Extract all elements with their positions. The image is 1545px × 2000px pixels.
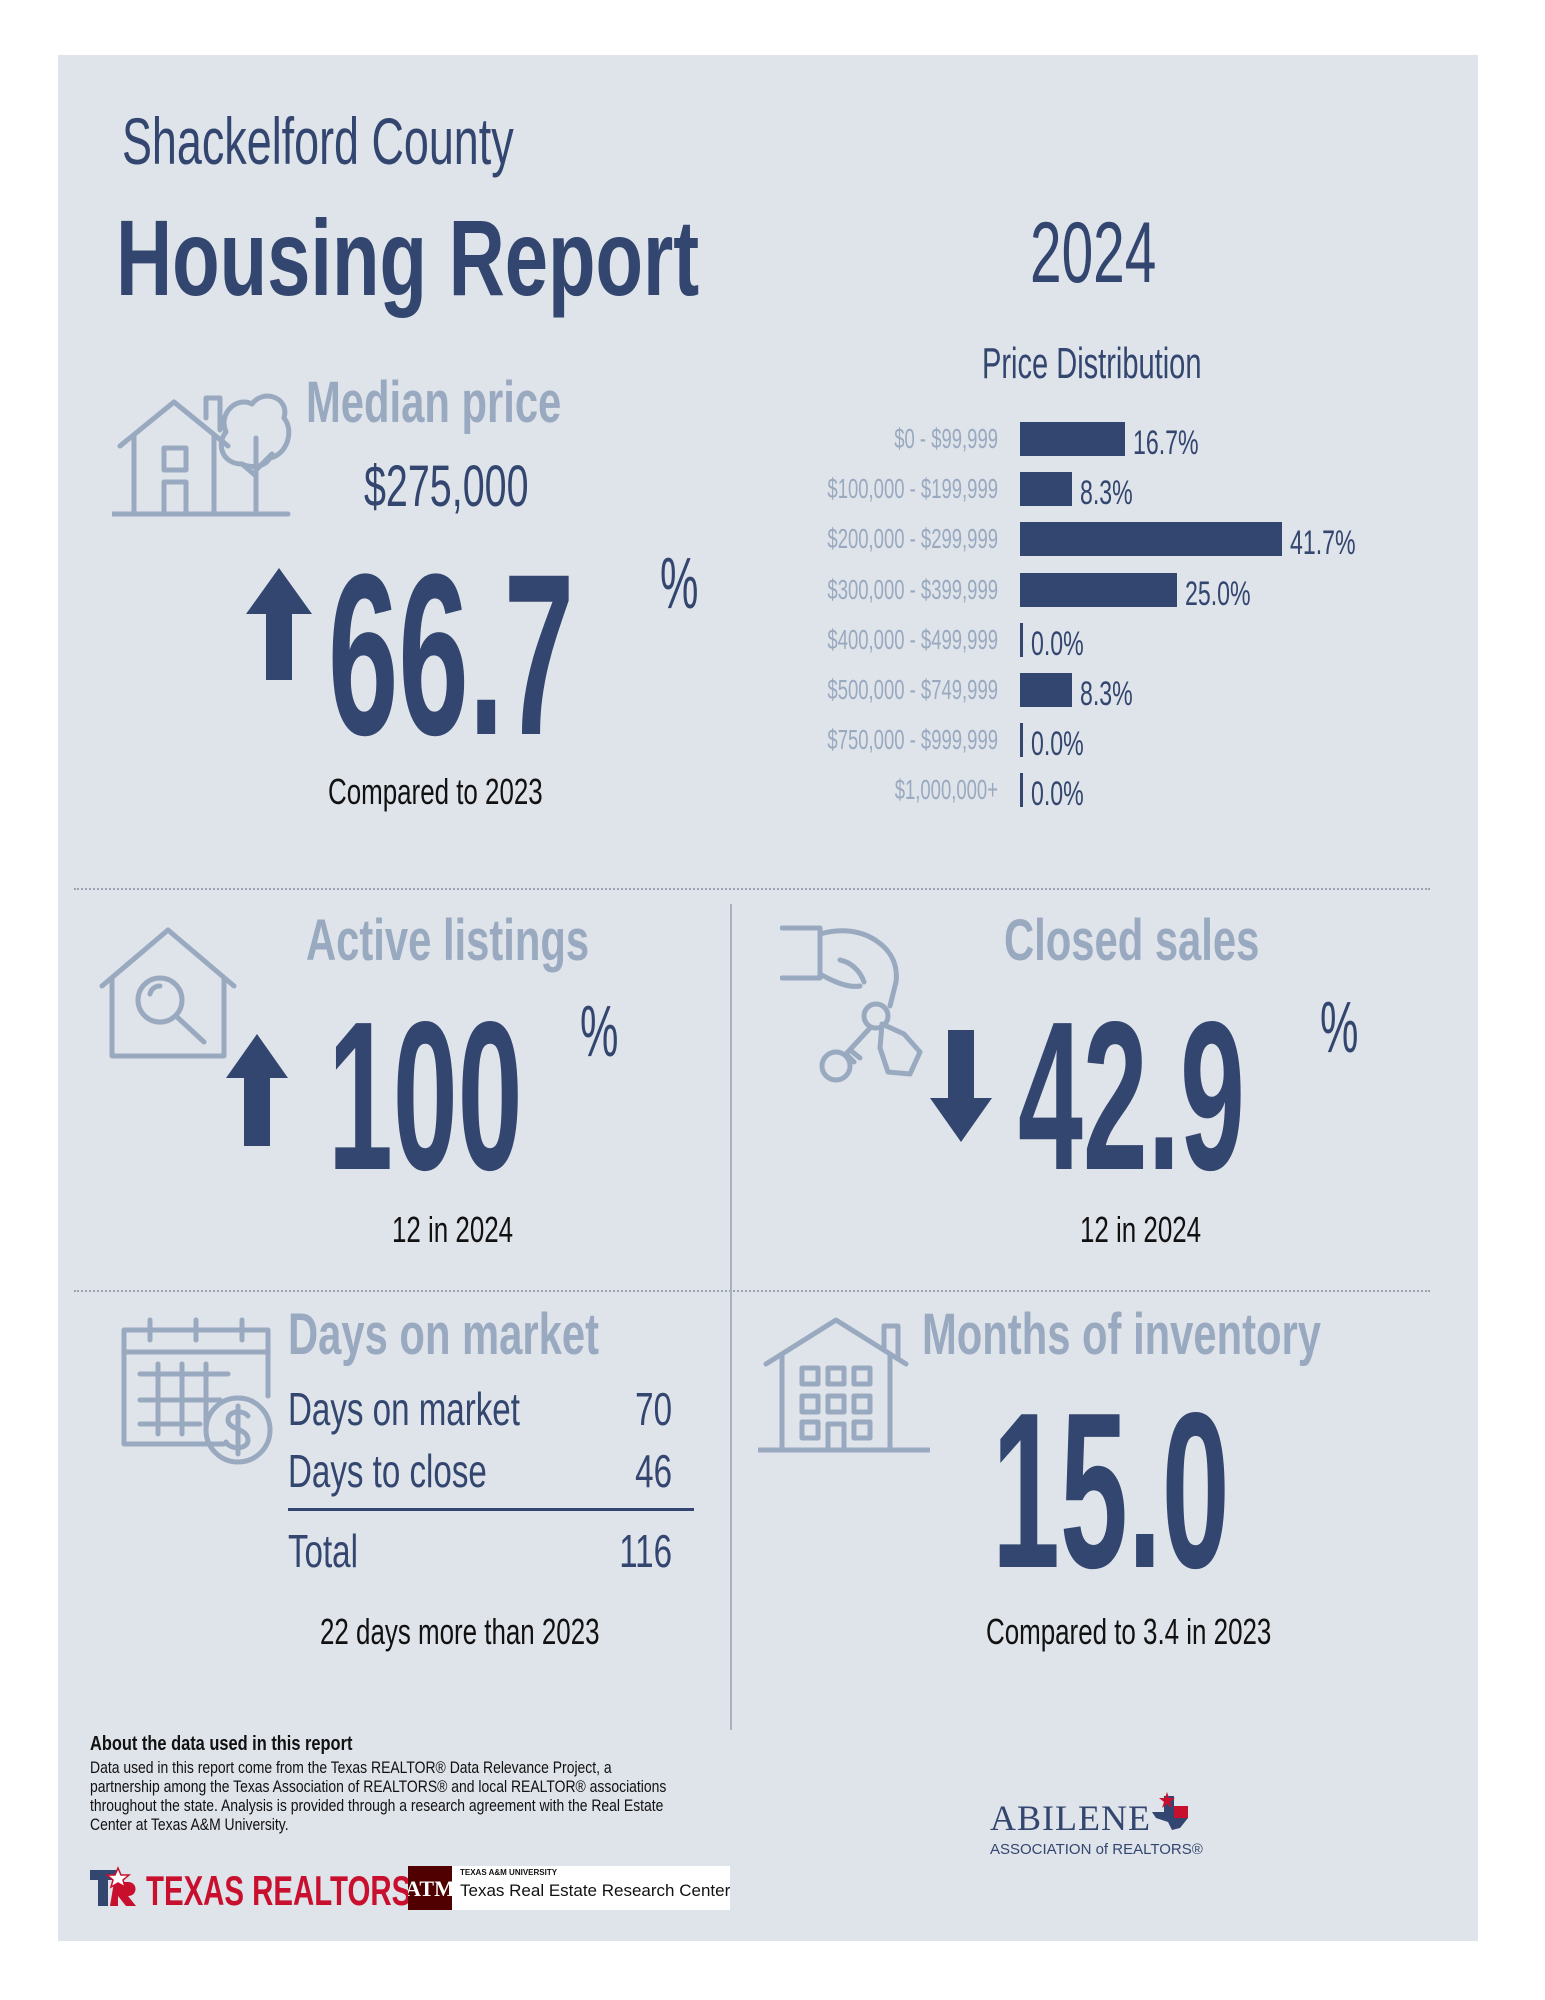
median-change-unit: % xyxy=(660,544,699,624)
abilene-logo-subtext: ASSOCIATION of REALTORS® xyxy=(990,1841,1203,1858)
building-icon xyxy=(758,1317,930,1453)
dom-row-value: 70 xyxy=(635,1383,672,1435)
divider-top xyxy=(74,888,1430,890)
closed-sales-change: 42.9 xyxy=(1018,977,1245,1214)
county-title: Shackelford County xyxy=(122,104,514,178)
dtc-row-value: 46 xyxy=(635,1445,672,1497)
house-search-icon xyxy=(99,927,237,1059)
median-price-value: $275,000 xyxy=(364,454,529,519)
tamu-small-text: TEXAS A&M UNIVERSITY xyxy=(460,1868,558,1877)
texas-star-icon xyxy=(1152,1792,1188,1830)
pd-value-label: 8.3% xyxy=(1080,675,1133,713)
svg-text:ATM: ATM xyxy=(408,1876,452,1901)
pd-value-label: 0.0% xyxy=(1031,624,1084,663)
pd-category-label: $100,000 - $199,999 xyxy=(827,473,998,505)
report-panel xyxy=(58,55,1478,1941)
median-price-title: Median price xyxy=(306,370,562,435)
active-listings-caption: 12 in 2024 xyxy=(392,1209,514,1250)
months-inventory-value: 15.0 xyxy=(992,1367,1230,1615)
pd-value-label: 8.3% xyxy=(1080,474,1133,513)
days-on-market-title: Days on market xyxy=(288,1302,600,1367)
pd-category-label: $200,000 - $299,999 xyxy=(827,523,998,555)
pd-bar xyxy=(1020,673,1072,707)
pd-value-label: 0.0% xyxy=(1031,725,1084,764)
arrow-down-icon xyxy=(930,1030,992,1142)
dom-row-label: Days on market xyxy=(288,1383,520,1435)
pd-category-label: $500,000 - $749,999 xyxy=(827,674,998,705)
median-change-value: 66.7 xyxy=(328,526,575,783)
texas-realtors-logo-text: TEXAS REALTORS xyxy=(146,1867,412,1914)
tamu-center-text: Texas Real Estate Research Center xyxy=(460,1881,731,1900)
pd-category-label: $400,000 - $499,999 xyxy=(827,623,998,655)
days-on-market-caption: 22 days more than 2023 xyxy=(320,1611,600,1652)
pd-value-label: 0.0% xyxy=(1031,775,1084,814)
active-listings-change: 100 xyxy=(328,977,523,1214)
divider-middle xyxy=(74,1290,1430,1292)
median-caption: Compared to 2023 xyxy=(328,771,543,812)
pd-value-label: 16.7% xyxy=(1133,424,1199,462)
closed-sales-title: Closed sales xyxy=(1004,908,1260,973)
arrow-up-icon xyxy=(226,1034,288,1146)
total-value: 116 xyxy=(619,1525,672,1577)
pd-category-label: $1,000,000+ xyxy=(894,774,998,806)
total-rule xyxy=(288,1508,694,1511)
pd-bar xyxy=(1020,622,1023,657)
tamu-mark-icon: ATM xyxy=(405,1866,455,1910)
texas-realtors-logo-icon xyxy=(90,1866,136,1906)
about-body: Data used in this report come from the T… xyxy=(90,1758,667,1834)
months-inventory-caption: Compared to 3.4 in 2023 xyxy=(986,1611,1272,1652)
arrow-up-icon xyxy=(246,568,312,680)
months-inventory-title: Months of inventory xyxy=(922,1302,1322,1367)
total-label: Total xyxy=(288,1525,358,1577)
pd-bar xyxy=(1020,773,1023,808)
report-year: 2024 xyxy=(1030,205,1157,301)
pd-bar xyxy=(1020,572,1177,607)
closed-sales-unit: % xyxy=(1320,988,1359,1068)
price-distribution-title: Price Distribution xyxy=(982,339,1202,388)
divider-vertical xyxy=(730,904,732,1730)
active-listings-title: Active listings xyxy=(306,908,590,973)
tamu-logo-box xyxy=(408,1866,730,1910)
pd-category-label: $300,000 - $399,999 xyxy=(827,573,998,605)
dtc-row-label: Days to close xyxy=(288,1445,487,1497)
pd-bar xyxy=(1020,522,1282,557)
pd-category-label: $0 - $99,999 xyxy=(894,423,998,454)
calendar-dollar-icon xyxy=(121,1317,273,1465)
pd-value-label: 25.0% xyxy=(1185,574,1251,613)
abilene-logo-text: ABILENE xyxy=(990,1798,1151,1838)
report-title: Housing Report xyxy=(116,197,700,318)
hand-keys-icon xyxy=(780,925,923,1083)
pd-category-label: $750,000 - $999,999 xyxy=(827,724,998,756)
about-title: About the data used in this report xyxy=(90,1733,353,1755)
house-tree-icon xyxy=(112,393,292,517)
pd-value-label: 41.7% xyxy=(1290,524,1356,563)
closed-sales-caption: 12 in 2024 xyxy=(1080,1209,1202,1250)
pd-bar xyxy=(1020,723,1023,758)
pd-bar xyxy=(1020,422,1125,456)
active-listings-unit: % xyxy=(580,992,619,1072)
pd-bar xyxy=(1020,472,1072,507)
